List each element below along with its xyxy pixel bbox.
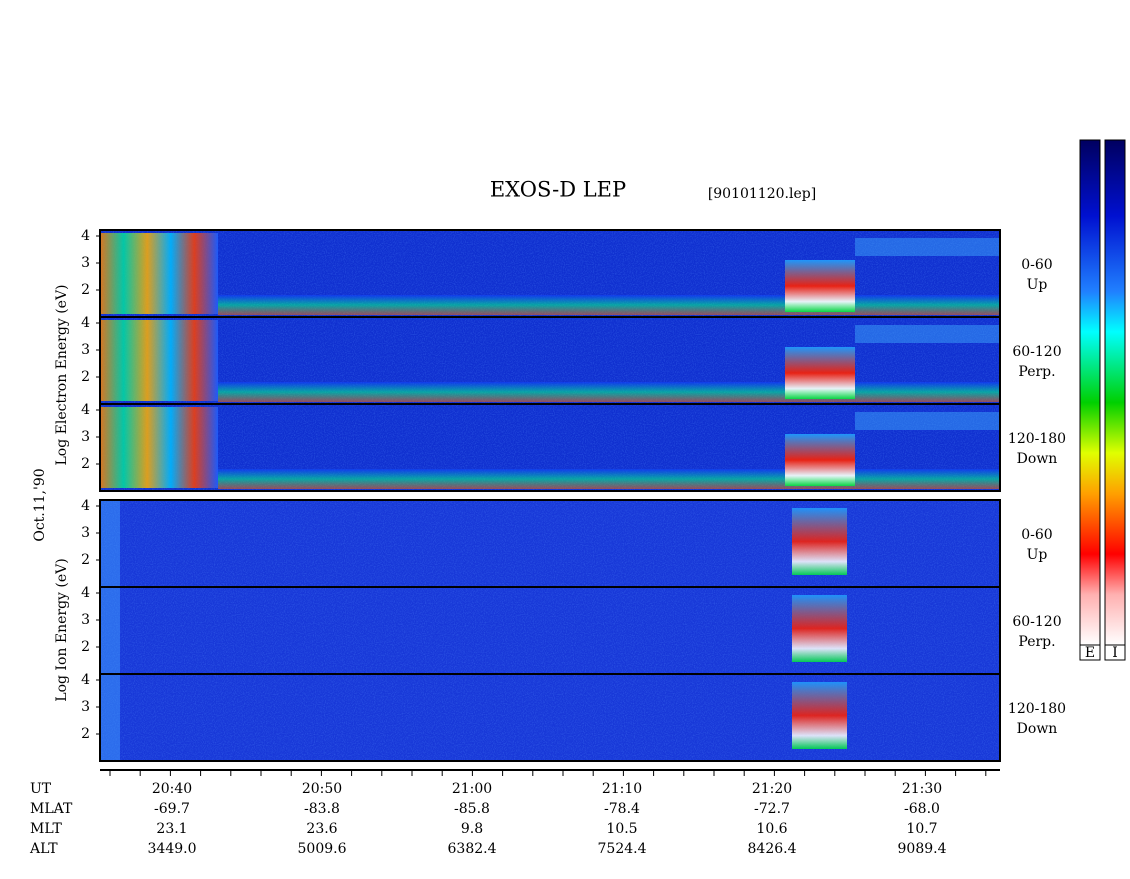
date-label: Oct.11,'90: [32, 468, 48, 541]
burst-left: [100, 320, 218, 401]
panel-noise: [100, 587, 1000, 674]
upper-band: [855, 412, 1000, 430]
ephemeris-value: -83.8: [304, 801, 340, 817]
colorbar-label-box: [1104, 644, 1126, 661]
ion-edge: [100, 587, 120, 674]
ion-axis-label: Log Ion Energy (eV): [54, 558, 70, 701]
ephemeris-value: -78.4: [604, 801, 640, 817]
ephemeris-value: 21:00: [452, 781, 492, 797]
y-tick-label: 4: [81, 498, 90, 514]
y-tick-label: 4: [81, 315, 90, 331]
panel-noise: [100, 500, 1000, 587]
low-band: [218, 469, 1000, 489]
ephemeris-value: 5009.6: [298, 841, 347, 857]
direction-label: Down: [1017, 721, 1058, 737]
y-tick-label: 2: [81, 726, 90, 742]
low-band: [218, 295, 1000, 315]
direction-label: Perp.: [1018, 634, 1055, 650]
direction-label: Up: [1027, 547, 1048, 563]
ephemeris-value: 20:50: [302, 781, 342, 797]
pitch-label: 60-120: [1012, 344, 1061, 360]
ephemeris-value: -72.7: [754, 801, 790, 817]
pitch-label: 60-120: [1012, 614, 1061, 630]
y-tick-label: 3: [81, 699, 90, 715]
colorbar-i: [1104, 139, 1126, 646]
ephemeris-value: 3449.0: [148, 841, 197, 857]
ephemeris-value: -85.8: [454, 801, 490, 817]
ephemeris-value: 10.5: [606, 821, 637, 837]
low-band: [218, 382, 1000, 402]
ephemeris-value: 23.1: [156, 821, 187, 837]
y-tick-label: 2: [81, 456, 90, 472]
ephemeris-value: 23.6: [306, 821, 337, 837]
row-label: MLT: [30, 821, 62, 837]
file-name: [90101120.lep]: [708, 186, 816, 202]
ephemeris-value: -69.7: [154, 801, 190, 817]
pitch-label: 0-60: [1021, 257, 1052, 273]
ephemeris-value: 21:20: [752, 781, 792, 797]
direction-label: Up: [1027, 277, 1048, 293]
row-label: ALT: [29, 841, 58, 857]
ephemeris-value: 7524.4: [598, 841, 647, 857]
ephemeris-value: 10.7: [906, 821, 937, 837]
direction-label: Down: [1017, 451, 1058, 467]
ephemeris-value: 10.6: [756, 821, 787, 837]
y-tick-label: 3: [81, 342, 90, 358]
cusp-region: [785, 434, 855, 486]
ion-cusp: [792, 508, 847, 575]
pitch-label: 120-180: [1008, 431, 1066, 447]
direction-label: Perp.: [1018, 364, 1055, 380]
ion-edge: [100, 500, 120, 587]
ion-cusp: [792, 682, 847, 749]
ion-edge: [100, 674, 120, 761]
title: EXOS-D LEP: [490, 178, 626, 202]
y-tick-label: 2: [81, 639, 90, 655]
pitch-label: 120-180: [1008, 701, 1066, 717]
ephemeris-value: 9089.4: [898, 841, 947, 857]
panel-frame: [99, 673, 1001, 762]
burst-left: [100, 233, 218, 314]
ion-cusp: [792, 595, 847, 662]
row-label: UT: [30, 781, 52, 797]
y-tick-label: 2: [81, 282, 90, 298]
colorbar-e: [1079, 139, 1101, 646]
y-tick-label: 4: [81, 585, 90, 601]
y-tick-label: 2: [81, 369, 90, 385]
panel-noise: [100, 674, 1000, 761]
y-tick-label: 3: [81, 525, 90, 541]
ephemeris-value: 21:30: [902, 781, 942, 797]
y-tick-label: 3: [81, 429, 90, 445]
y-tick-label: 3: [81, 255, 90, 271]
colorbar-label: I: [1112, 645, 1118, 661]
ephemeris-value: -68.0: [904, 801, 940, 817]
ephemeris-value: 9.8: [461, 821, 483, 837]
y-tick-label: 4: [81, 228, 90, 244]
ephemeris-value: 20:40: [152, 781, 192, 797]
panel-frame: [99, 403, 1001, 492]
colorbar-label-box: [1079, 644, 1101, 661]
ephemeris-value: 6382.4: [448, 841, 497, 857]
ephemeris-value: 8426.4: [748, 841, 797, 857]
pitch-label: 0-60: [1021, 527, 1052, 543]
y-tick-label: 4: [81, 402, 90, 418]
upper-band: [855, 238, 1000, 256]
burst-left: [100, 407, 218, 488]
y-tick-label: 4: [81, 672, 90, 688]
colorbar-label: E: [1085, 645, 1095, 661]
upper-band: [855, 325, 1000, 343]
cusp-region: [785, 347, 855, 399]
electron-axis-label: Log Electron Energy (eV): [54, 284, 70, 465]
row-label: MLAT: [30, 801, 73, 817]
y-tick-label: 3: [81, 612, 90, 628]
cusp-region: [785, 260, 855, 312]
ephemeris-value: 21:10: [602, 781, 642, 797]
y-tick-label: 2: [81, 552, 90, 568]
